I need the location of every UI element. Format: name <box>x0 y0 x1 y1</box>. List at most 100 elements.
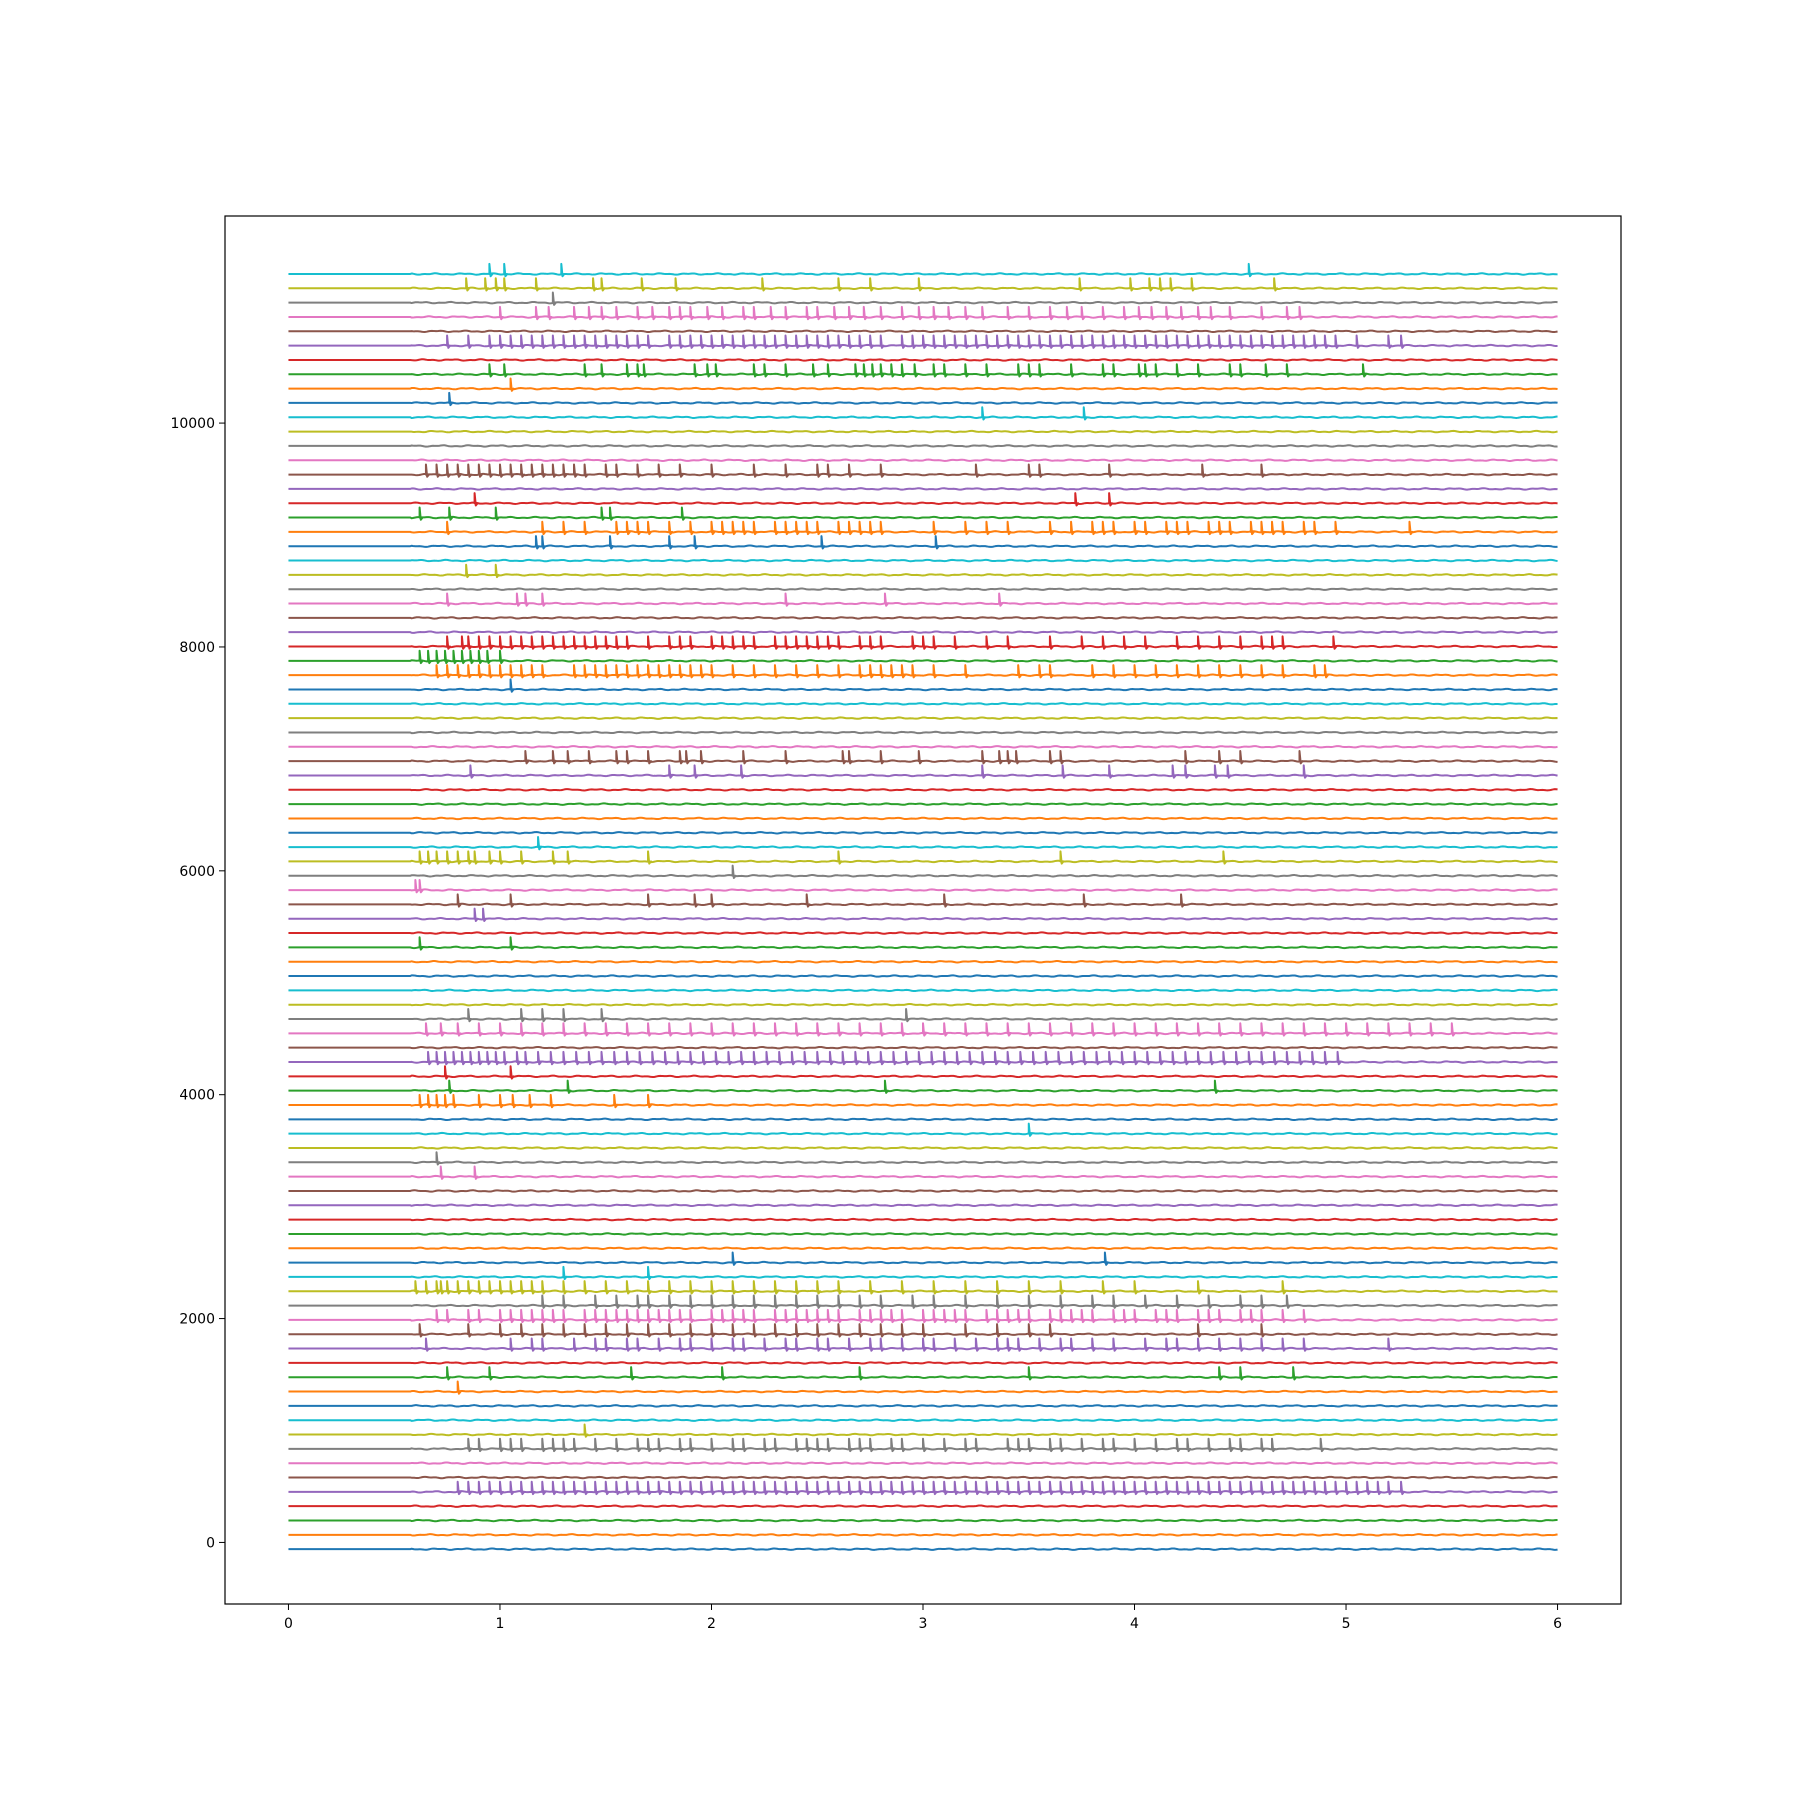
trace-line <box>288 1504 1558 1508</box>
trace-line <box>288 988 1558 993</box>
trace-line <box>288 1117 1558 1122</box>
x-tick-label: 2 <box>707 1616 716 1632</box>
trace-line <box>288 1423 1558 1438</box>
trace-line <box>288 850 1558 865</box>
trace-line <box>288 1323 1558 1338</box>
trace-line <box>288 816 1558 821</box>
trace-line <box>288 893 1558 908</box>
trace-line <box>288 444 1558 448</box>
trace-line <box>288 1380 1558 1395</box>
trace-line <box>288 1246 1558 1250</box>
trace-line <box>288 1294 1558 1309</box>
trace-line <box>288 463 1558 478</box>
trace-line <box>288 291 1558 306</box>
trace-line <box>288 492 1558 507</box>
trace-line <box>288 907 1558 922</box>
trace-line <box>288 391 1558 407</box>
trace-line <box>288 1007 1558 1023</box>
trace-line <box>288 1308 1558 1324</box>
trace-line <box>288 635 1558 650</box>
trace-line <box>288 730 1558 735</box>
y-tick-label: 10000 <box>170 416 215 432</box>
trace-line <box>288 1151 1558 1166</box>
trace-line <box>288 702 1558 706</box>
trace-line <box>288 1045 1558 1050</box>
x-tick-label: 3 <box>919 1616 928 1632</box>
trace-line <box>288 1146 1558 1150</box>
y-tick-label: 2000 <box>179 1312 215 1328</box>
trace-line <box>288 1002 1558 1007</box>
trace-line <box>288 334 1558 349</box>
trace-line <box>288 936 1558 951</box>
trace-line <box>288 520 1558 536</box>
x-tick-label: 1 <box>496 1616 505 1632</box>
x-axis: 0 1 2 3 4 5 6 <box>284 1604 1562 1632</box>
x-tick-label: 6 <box>1553 1616 1562 1632</box>
trace-line <box>288 358 1558 362</box>
trace-line <box>288 1533 1558 1537</box>
trace-line <box>288 377 1558 392</box>
trace-line <box>288 974 1558 978</box>
trace-line <box>288 1461 1558 1465</box>
trace-line <box>288 487 1558 491</box>
trace-line <box>288 363 1558 378</box>
trace-line <box>288 1232 1558 1236</box>
trace-line <box>288 1361 1558 1365</box>
trace-line <box>288 649 1558 665</box>
trace-line <box>288 630 1558 634</box>
trace-line <box>288 1337 1558 1352</box>
trace-line <box>288 1217 1558 1222</box>
trace-line <box>288 429 1558 434</box>
trace-line <box>288 1093 1558 1109</box>
trace-line <box>288 1251 1558 1266</box>
trace-line <box>288 1518 1558 1523</box>
trace-line <box>288 1366 1558 1381</box>
trace-line <box>288 678 1558 693</box>
trace-line <box>288 716 1558 720</box>
trace-line <box>288 1122 1558 1137</box>
trace-line <box>288 1404 1558 1408</box>
trace-line <box>288 305 1558 321</box>
trace-line <box>288 664 1558 679</box>
trace-line <box>288 1022 1558 1037</box>
trace-line <box>288 1547 1558 1551</box>
y-tick-label: 4000 <box>179 1088 215 1104</box>
trace-line <box>288 1418 1558 1422</box>
trace-line <box>288 1480 1558 1496</box>
trace-line <box>288 959 1558 964</box>
trace-line <box>288 879 1558 894</box>
trace-line <box>288 592 1558 607</box>
trace-line <box>288 1189 1558 1193</box>
x-tick-label: 0 <box>284 1616 293 1632</box>
y-tick-label: 6000 <box>179 864 215 880</box>
x-tick-label: 4 <box>1130 1616 1139 1632</box>
y-axis: 0 2000 4000 6000 8000 10000 <box>170 416 225 1551</box>
trace-line <box>288 831 1558 835</box>
trace-line <box>288 329 1558 334</box>
trace-line <box>288 788 1558 792</box>
trace-line <box>288 535 1558 550</box>
trace-line <box>288 1065 1558 1080</box>
trace-line <box>288 836 1558 851</box>
trace-line <box>288 931 1558 935</box>
trace-line <box>288 745 1558 749</box>
trace-line <box>288 563 1558 579</box>
trace-line <box>288 1203 1558 1208</box>
trace-line <box>288 864 1558 879</box>
trace-line <box>288 277 1558 292</box>
trace-line <box>288 1437 1558 1453</box>
trace-line <box>288 1165 1558 1180</box>
trace-line <box>288 616 1558 620</box>
trace-line <box>288 506 1558 521</box>
trace-line <box>288 458 1558 462</box>
trace-line <box>288 1079 1558 1094</box>
traces-layer <box>288 262 1558 1551</box>
trace-line <box>288 587 1558 591</box>
trace-line <box>288 802 1558 806</box>
x-tick-label: 5 <box>1342 1616 1351 1632</box>
y-tick-label: 8000 <box>179 640 215 656</box>
trace-line <box>288 750 1558 765</box>
